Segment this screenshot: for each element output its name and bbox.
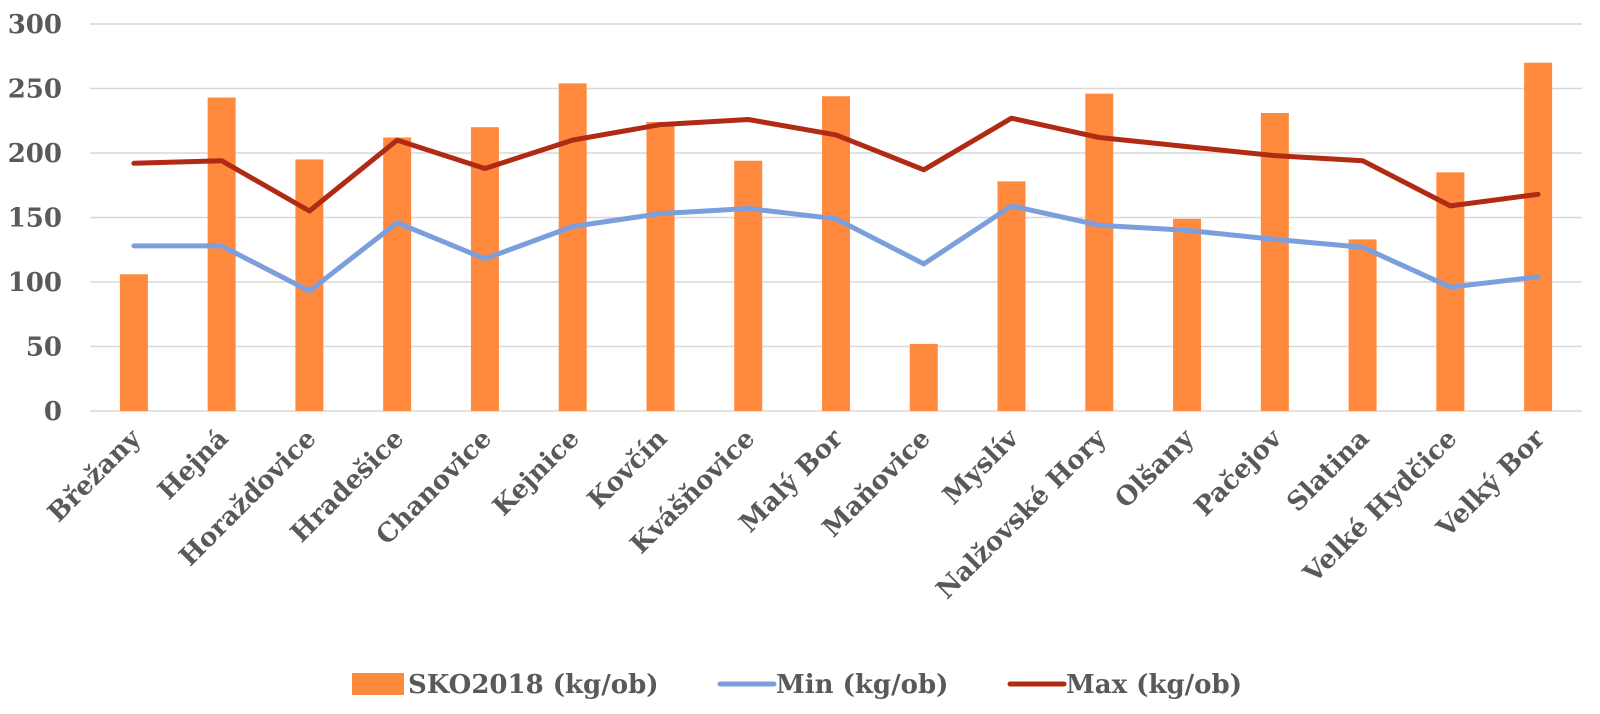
bar (1260, 113, 1289, 411)
series-line (131, 115, 1541, 214)
x-tick-label: Nalžovské Hory (931, 423, 1113, 605)
bar (1436, 172, 1465, 411)
legend: SKO2018 (kg/ob) Min (kg/ob) Max (kg/ob) (352, 670, 1242, 700)
bar (383, 137, 412, 411)
bar (1173, 218, 1202, 411)
y-tick-label: 100 (8, 268, 62, 298)
bar (1524, 62, 1553, 411)
x-tick-label: Kovčín (582, 424, 673, 515)
bar (822, 96, 850, 412)
x-tick-label: Břežany (42, 423, 147, 528)
x-tick-label: Pačejov (1189, 423, 1289, 523)
bar (997, 181, 1026, 411)
bar (909, 343, 938, 411)
x-tick-label: Olšany (1109, 423, 1200, 514)
x-axis-ticks: Břežany HejnáHoražďoviceHradešiceChanovic… (42, 423, 1551, 605)
bar (646, 122, 675, 411)
legend-swatch-bar (352, 673, 404, 695)
bar (1348, 239, 1377, 411)
y-tick-label: 300 (8, 10, 62, 40)
bar (1085, 93, 1114, 411)
y-tick-label: 150 (8, 204, 62, 234)
x-tick-label: Velké Hydčice (1297, 424, 1463, 590)
bar-series (119, 62, 1553, 412)
y-tick-label: 50 (26, 333, 62, 363)
bar (734, 160, 763, 411)
x-tick-label: Hejná (152, 424, 234, 506)
series-line (131, 203, 1541, 294)
y-tick-label: 0 (44, 397, 62, 427)
y-tick-label: 250 (8, 75, 62, 105)
line-series (131, 115, 1541, 294)
legend-label: Min (kg/ob) (776, 670, 948, 700)
y-tick-label: 200 (8, 139, 62, 169)
legend-label: SKO2018 (kg/ob) (408, 670, 659, 700)
bar (119, 274, 148, 411)
bar (558, 83, 587, 411)
y-axis-ticks: 0 50 100 150 200 250 300 (8, 10, 62, 427)
x-tick-label: Kejnice (487, 424, 585, 522)
x-tick-label: Myslív (937, 423, 1025, 511)
legend-label: Max (kg/ob) (1066, 670, 1242, 700)
bar (207, 97, 236, 411)
bar (470, 127, 499, 411)
